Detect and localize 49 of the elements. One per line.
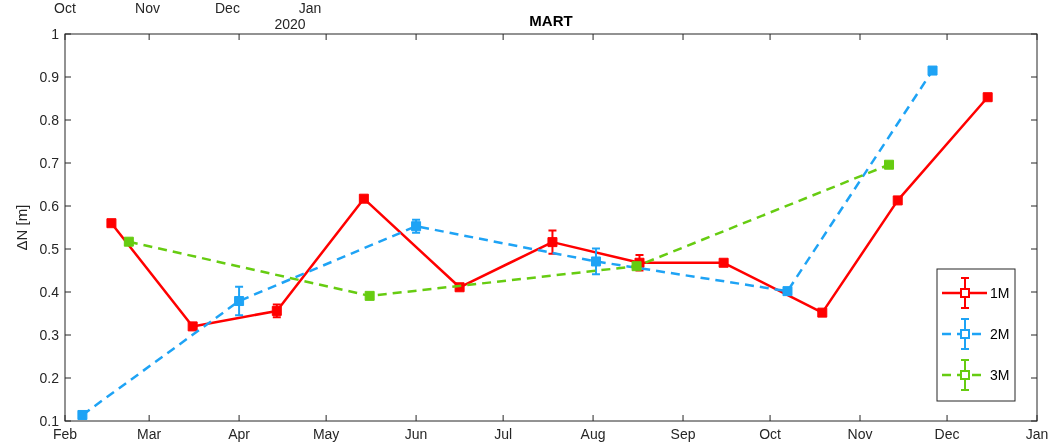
x-tick-label: Mar	[137, 426, 162, 442]
point	[631, 261, 642, 272]
x2-tick-label: Oct	[54, 0, 76, 16]
x-tick-label: Aug	[580, 426, 606, 442]
x2-tick-label: Jan	[298, 0, 322, 16]
x-tick-label: Nov	[847, 426, 873, 442]
x-tick-label: Feb	[52, 426, 78, 442]
y-tick-label: 0.3	[39, 326, 60, 343]
x-tick-label: Oct	[759, 426, 782, 442]
x-tick-label: May	[312, 426, 340, 442]
y-tick-label: 0.7	[39, 154, 60, 171]
y-tick-label: 0.8	[39, 111, 60, 128]
point	[547, 237, 558, 248]
point	[77, 409, 88, 420]
x-tick-label: Jun	[404, 426, 428, 442]
text: 2020	[274, 16, 306, 32]
legend-label: 2M	[990, 325, 1010, 342]
point	[982, 92, 993, 103]
point	[364, 290, 375, 301]
point	[817, 307, 828, 318]
y-tick-label: 0.4	[39, 283, 60, 300]
y-tick-label: 0.2	[39, 369, 60, 386]
point	[187, 321, 198, 332]
legend-label: 1M	[990, 284, 1010, 301]
x2-tick-label: Dec	[214, 0, 240, 16]
chart-title: MART	[529, 12, 573, 29]
y-tick-label: 0.1	[39, 412, 60, 429]
y-axis-title: ΔN [m]	[13, 204, 30, 251]
point	[123, 236, 134, 247]
legend-label: 3M	[990, 366, 1010, 383]
point	[927, 65, 938, 76]
y-tick-label: 0.6	[39, 197, 60, 214]
y-tick-label: 0.9	[39, 68, 60, 85]
x-tick-label: Sep	[670, 426, 696, 442]
x-tick-label: Jul	[494, 426, 513, 442]
y-tick-label: 1	[51, 25, 60, 42]
x2-tick-label: Nov	[135, 0, 161, 16]
point	[782, 286, 793, 297]
point	[234, 296, 245, 307]
x-tick-label: Apr	[228, 426, 251, 442]
point	[718, 257, 729, 268]
point	[884, 159, 895, 170]
point	[590, 256, 601, 267]
y-tick-label: 0.5	[39, 240, 60, 257]
point	[106, 218, 117, 229]
x-tick-label: Dec	[934, 426, 960, 442]
point	[358, 193, 369, 204]
point	[892, 195, 903, 206]
x-tick-label: Jan	[1025, 426, 1049, 442]
